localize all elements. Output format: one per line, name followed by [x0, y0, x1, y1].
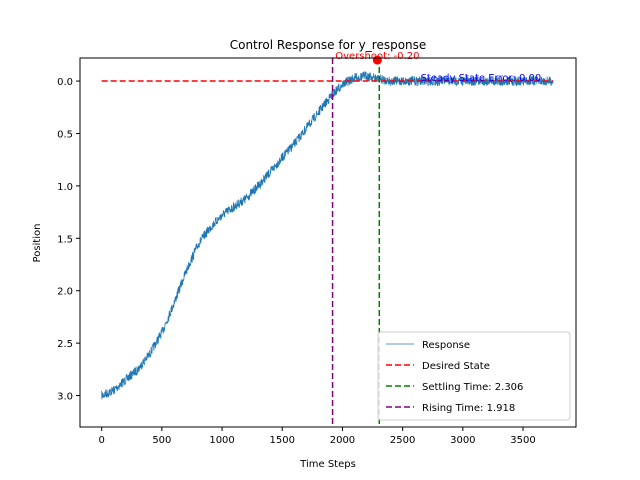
legend-label: Desired State: [422, 361, 490, 372]
x-tick-label: 1000: [209, 435, 234, 446]
plot-frame: [79, 57, 577, 428]
legend-item-settling-time: Settling Time: 2.306: [386, 382, 523, 393]
x-tick-label: 3500: [510, 435, 535, 446]
chart-title: Control Response for y_response: [230, 38, 427, 52]
legend-label: Response: [422, 340, 470, 351]
y-tick-label: 0.5: [57, 129, 73, 140]
legend-box: [377, 331, 571, 421]
x-tick-label: 3000: [450, 435, 475, 446]
y-tick-label: 1.0: [57, 182, 73, 193]
y-tick-label: 3.0: [57, 392, 73, 403]
legend-item-rising-time: Rising Time: 1.918: [386, 403, 515, 414]
y-tick-label: 2.0: [57, 287, 73, 298]
legend-label: Settling Time: 2.306: [422, 382, 523, 393]
y-axis-title: Position: [32, 224, 43, 263]
x-tick-label: 500: [152, 435, 171, 446]
x-tick-label: 2500: [390, 435, 415, 446]
legend-item-desired-state: Desired State: [386, 361, 490, 372]
legend: Response Desired State Settling Time: 2.30…: [377, 331, 571, 421]
x-tick-label: 2000: [330, 435, 355, 446]
y-tick-label: 2.5: [57, 339, 73, 350]
legend-label: Rising Time: 1.918: [422, 403, 515, 414]
overshoot-label: Overshoot: -0.20: [335, 51, 419, 62]
legend-item-response: Response: [386, 340, 470, 351]
x-axis-title: Time Steps: [299, 459, 356, 470]
x-axis: 0 500 1000 1500 2000 2500 3000 3500: [98, 427, 536, 446]
y-tick-label: 0.0: [57, 77, 73, 88]
y-tick-label: 1.5: [57, 234, 73, 245]
series-line-response: [101, 70, 554, 400]
x-tick-label: 1500: [270, 435, 295, 446]
x-tick-label: 0: [98, 435, 104, 446]
steady-state-error-label: Steady State Error: 0.00: [421, 73, 542, 84]
y-axis: 0.0 0.5 1.0 1.5 2.0 2.5 3.0: [57, 77, 80, 403]
